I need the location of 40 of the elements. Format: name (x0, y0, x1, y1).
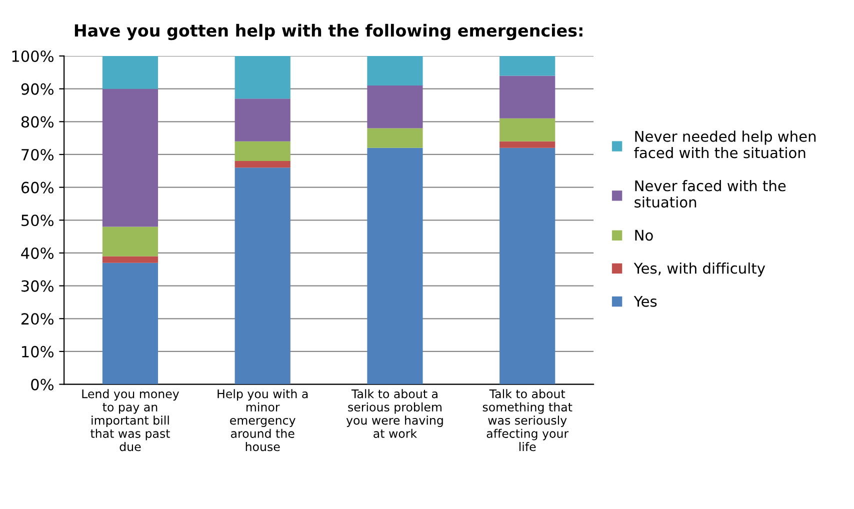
x-tick-label: Lend you money to pay an important bill that was past due (82, 389, 180, 452)
legend-label: No (635, 230, 653, 241)
bar (102, 256, 158, 263)
legend-label: Yes (634, 296, 657, 307)
y-tick-label: 50% (22, 214, 54, 226)
bar (500, 118, 556, 142)
bar (234, 161, 290, 168)
x-tick-label: Talk to about a serious problem you were having at work (346, 389, 443, 438)
y-tick-label: 100% (12, 50, 54, 62)
y-tick-label: 30% (22, 280, 54, 292)
bar (367, 56, 423, 86)
legend-label: Yes, with difficulty (634, 262, 766, 277)
bar (102, 262, 158, 384)
bar (500, 141, 556, 148)
y-tick-label: 70% (22, 148, 54, 161)
x-tick-label: Talk to about something that was seriously affecting your life (482, 389, 572, 452)
bar (234, 98, 290, 142)
y-tick-label: 10% (22, 346, 54, 358)
bar (500, 148, 556, 384)
bar (367, 148, 423, 384)
bar (367, 128, 423, 148)
bar (234, 141, 290, 162)
y-tick-label: 90% (21, 83, 54, 95)
y-tick-label: 0% (31, 378, 54, 390)
y-tick-label: 80% (21, 116, 54, 128)
bar (234, 168, 290, 384)
bar (102, 56, 158, 89)
y-tick-label: 60% (21, 182, 54, 194)
bar (500, 56, 556, 76)
bar (500, 76, 556, 118)
legend-label: Never faced with the situation (634, 180, 786, 208)
chart-title: Have you gotten help with the following emergencies: (74, 24, 582, 40)
bar (102, 226, 158, 256)
y-tick-label: 20% (21, 313, 54, 325)
y-tick-label: 40% (21, 247, 54, 259)
legend-label: Never needed help when faced with the situation (634, 130, 816, 158)
bar (367, 86, 423, 128)
bar (234, 56, 290, 99)
bar (102, 88, 158, 227)
x-tick-label: Help you with a minor emergency around the house (218, 389, 308, 452)
